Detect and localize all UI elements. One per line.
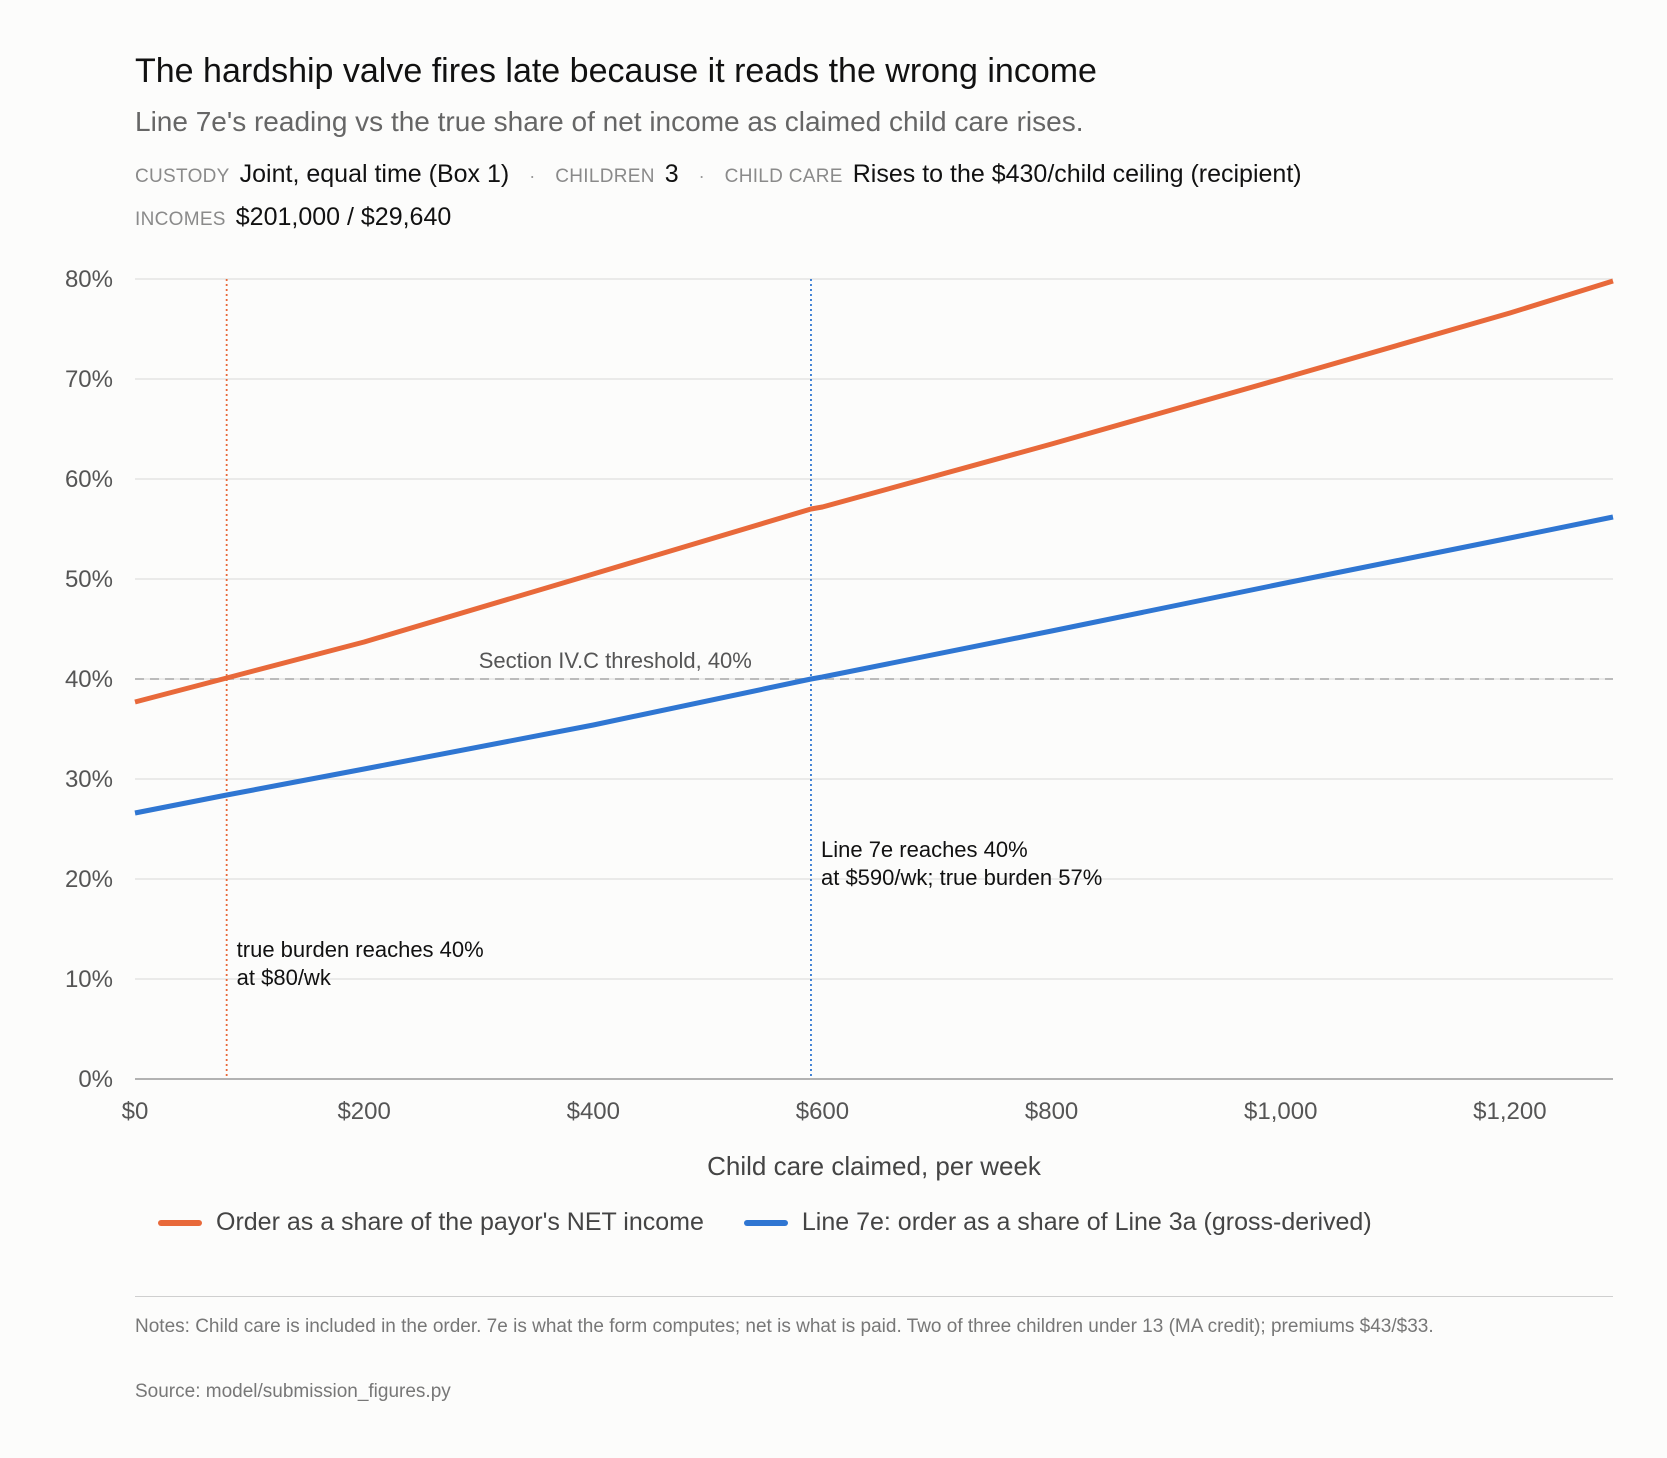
meta-row-secondary: INCOMES $201,000 / $29,640 [135,203,451,232]
marker-annotation-line1: true burden reaches 40% [237,937,484,962]
y-tick-label: 50% [65,566,113,593]
marker-annotation-line2: at $80/wk [237,965,332,990]
childcare-label: CHILD CARE [724,166,843,187]
notes-divider [135,1296,1613,1297]
series-lines [134,278,1614,816]
x-tick-label: $1,200 [1473,1098,1546,1125]
x-axis-title: Child care claimed, per week [707,1151,1042,1181]
series-line-line7e [134,514,1614,816]
legend: Order as a share of the payor's NET inco… [158,1208,1412,1237]
notes-text: Notes: Child care is included in the ord… [135,1316,1434,1337]
y-tick-label: 40% [65,666,113,693]
y-tick-label: 70% [65,366,113,393]
x-tick-label: $800 [1025,1098,1078,1125]
legend-label-net: Order as a share of the payor's NET inco… [216,1208,704,1236]
chart-subtitle: Line 7e's reading vs the true share of n… [135,106,1084,137]
source-text: Source: model/submission_figures.py [135,1381,451,1402]
chart-title: The hardship valve fires late because it… [135,52,1097,90]
y-tick-label: 0% [78,1066,113,1093]
y-tick-label: 30% [65,766,113,793]
children-label: CHILDREN [555,166,655,187]
grid-lines [135,278,1613,980]
legend-label-line7e: Line 7e: order as a share of Line 3a (gr… [801,1208,1372,1236]
threshold-label: Section IV.C threshold, 40% [479,648,752,673]
marker-annotation-line1: Line 7e reaches 40% [821,837,1028,862]
y-tick-label: 60% [65,466,113,493]
y-tick-label: 80% [65,266,113,293]
legend-item-line7e: Line 7e: order as a share of Line 3a (gr… [743,1208,1372,1237]
legend-swatch-net [158,1219,202,1226]
x-tick-label: $200 [337,1098,390,1125]
y-tick-label: 10% [65,966,113,993]
custody-value: Joint, equal time (Box 1) [239,160,510,188]
x-tick-label: $0 [122,1098,149,1125]
x-tick-label: $600 [796,1098,849,1125]
x-tick-label: $1,000 [1244,1098,1317,1125]
incomes-label: INCOMES [135,209,226,230]
meta-separator: · [529,166,536,186]
marker-annotation-line2: at $590/wk; true burden 57% [821,865,1102,890]
legend-item-net: Order as a share of the payor's NET inco… [158,1208,704,1237]
legend-swatch-line7e [743,1219,788,1226]
meta-row-primary: CUSTODY Joint, equal time (Box 1) · CHIL… [135,160,1302,189]
meta-separator: · [698,166,705,186]
children-value: 3 [664,160,679,188]
custody-label: CUSTODY [135,166,230,187]
series-line-net [134,278,1614,705]
childcare-value: Rises to the $430/child ceiling (recipie… [852,160,1302,188]
incomes-value: $201,000 / $29,640 [235,203,452,231]
annotations: Section IV.C threshold, 40% true burden r… [237,648,1103,990]
x-tick-label: $400 [567,1098,620,1125]
axes: 0% 10% 20% 30% 40% 50% 60% 70% 80% $0 $200 $400 $600… [65,266,1613,1181]
y-tick-label: 20% [65,866,113,893]
